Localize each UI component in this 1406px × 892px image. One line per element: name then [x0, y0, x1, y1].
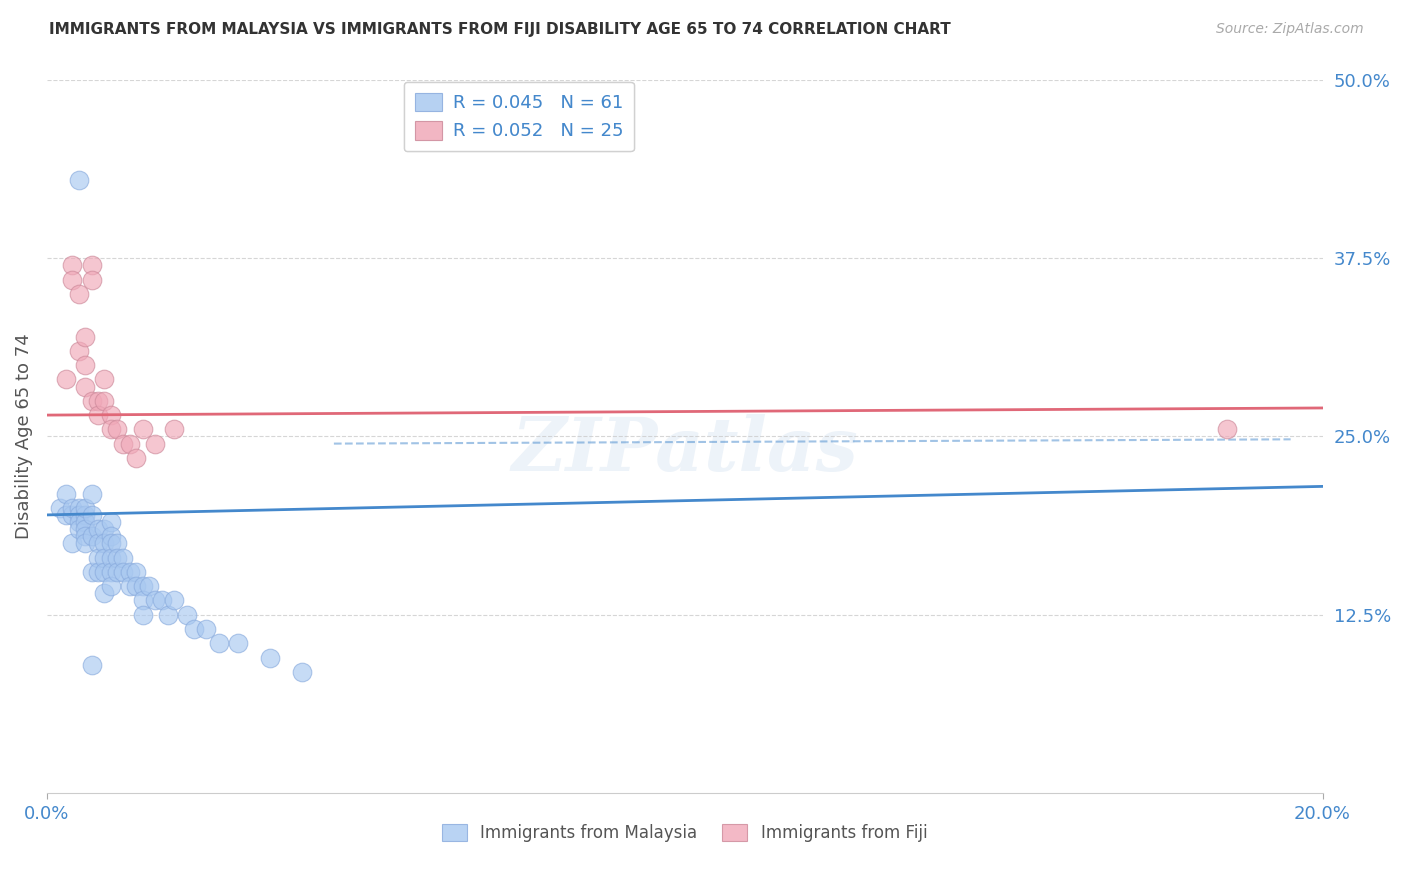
Point — [143, 436, 166, 450]
Point — [75, 536, 97, 550]
Point — [100, 536, 122, 550]
Point — [75, 500, 97, 515]
Point — [131, 422, 153, 436]
Point — [226, 636, 249, 650]
Point — [150, 593, 173, 607]
Point — [1216, 422, 1239, 436]
Point — [75, 515, 97, 529]
Point — [67, 286, 90, 301]
Point — [112, 565, 135, 579]
Point — [291, 665, 314, 679]
Point — [60, 508, 83, 522]
Point — [100, 529, 122, 543]
Point — [105, 422, 128, 436]
Point — [125, 565, 148, 579]
Point — [67, 515, 90, 529]
Point — [105, 565, 128, 579]
Point — [67, 522, 90, 536]
Point — [105, 536, 128, 550]
Point — [100, 579, 122, 593]
Point — [131, 593, 153, 607]
Point — [138, 579, 160, 593]
Text: ZIPatlas: ZIPatlas — [512, 415, 858, 487]
Point — [131, 607, 153, 622]
Point — [67, 343, 90, 358]
Point — [75, 358, 97, 372]
Point — [131, 579, 153, 593]
Point — [80, 565, 103, 579]
Point — [100, 565, 122, 579]
Point — [80, 393, 103, 408]
Point — [80, 529, 103, 543]
Point — [118, 436, 141, 450]
Point — [93, 550, 115, 565]
Point — [195, 622, 218, 636]
Point — [125, 579, 148, 593]
Point — [259, 650, 281, 665]
Point — [67, 173, 90, 187]
Point — [183, 622, 205, 636]
Point — [75, 522, 97, 536]
Point — [55, 372, 77, 386]
Point — [55, 486, 77, 500]
Point — [80, 272, 103, 286]
Point — [87, 393, 110, 408]
Text: Source: ZipAtlas.com: Source: ZipAtlas.com — [1216, 22, 1364, 37]
Legend: R = 0.045   N = 61, R = 0.052   N = 25: R = 0.045 N = 61, R = 0.052 N = 25 — [404, 82, 634, 152]
Point — [93, 393, 115, 408]
Point — [176, 607, 198, 622]
Point — [60, 536, 83, 550]
Point — [80, 258, 103, 272]
Point — [75, 329, 97, 343]
Point — [55, 508, 77, 522]
Point — [125, 450, 148, 465]
Text: IMMIGRANTS FROM MALAYSIA VS IMMIGRANTS FROM FIJI DISABILITY AGE 65 TO 74 CORRELA: IMMIGRANTS FROM MALAYSIA VS IMMIGRANTS F… — [49, 22, 950, 37]
Point — [105, 550, 128, 565]
Point — [112, 436, 135, 450]
Point — [60, 258, 83, 272]
Point — [93, 586, 115, 600]
Point — [75, 508, 97, 522]
Point — [93, 372, 115, 386]
Point — [100, 515, 122, 529]
Point — [112, 550, 135, 565]
Point — [208, 636, 231, 650]
Point — [143, 593, 166, 607]
Point — [118, 579, 141, 593]
Point — [80, 657, 103, 672]
Point — [75, 379, 97, 393]
Point — [87, 550, 110, 565]
Point — [100, 408, 122, 422]
Point — [87, 565, 110, 579]
Point — [60, 272, 83, 286]
Point — [87, 408, 110, 422]
Point — [80, 486, 103, 500]
Point — [100, 422, 122, 436]
Point — [87, 536, 110, 550]
Point — [163, 593, 186, 607]
Point — [75, 529, 97, 543]
Point — [87, 522, 110, 536]
Point — [93, 536, 115, 550]
Point — [80, 508, 103, 522]
Point — [118, 565, 141, 579]
Point — [60, 500, 83, 515]
Point — [67, 508, 90, 522]
Y-axis label: Disability Age 65 to 74: Disability Age 65 to 74 — [15, 334, 32, 540]
Point — [48, 500, 70, 515]
Point — [93, 522, 115, 536]
Point — [157, 607, 180, 622]
Point — [67, 500, 90, 515]
Point — [163, 422, 186, 436]
Point — [93, 565, 115, 579]
Point — [100, 550, 122, 565]
